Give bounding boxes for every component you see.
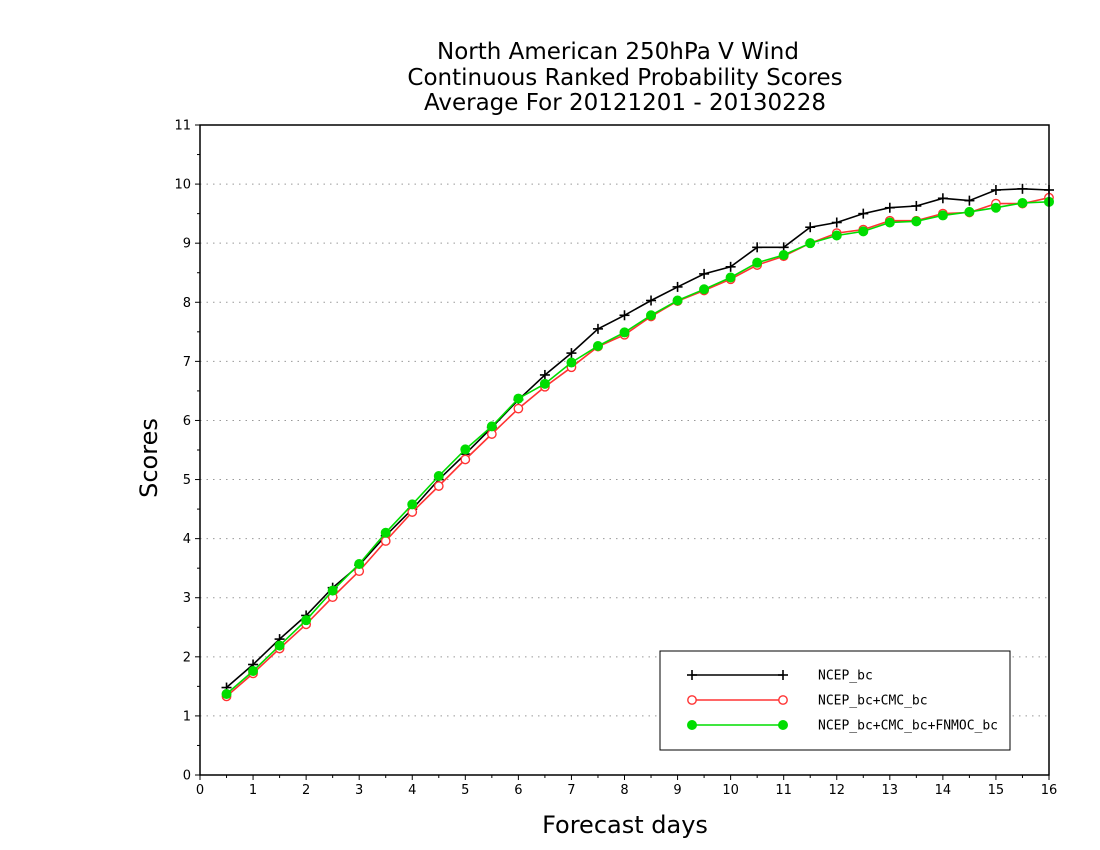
- y-tick-label: 6: [183, 414, 191, 429]
- x-tick-label: 16: [1041, 783, 1058, 798]
- chart-title-line-1: North American 250hPa V Wind: [437, 39, 799, 65]
- series-point: [884, 217, 895, 228]
- series-point: [619, 327, 630, 338]
- x-tick-label: 14: [935, 783, 952, 798]
- legend-label: NCEP_bc+CMC_bc: [818, 694, 928, 709]
- series-1: [221, 183, 1054, 693]
- series-point: [407, 499, 418, 510]
- series-point: [513, 393, 524, 404]
- series-point: [831, 230, 842, 241]
- x-tick-label: 6: [514, 783, 522, 798]
- y-tick-label: 0: [183, 769, 191, 784]
- y-tick-label: 9: [183, 237, 191, 252]
- y-tick-label: 10: [174, 178, 191, 193]
- series-point: [566, 357, 577, 368]
- x-tick-label: 1: [249, 783, 257, 798]
- series-point: [672, 295, 683, 306]
- series-point: [433, 481, 444, 491]
- legend-marker: [687, 695, 697, 705]
- x-tick-label: 15: [988, 783, 1005, 798]
- series-line: [225, 201, 1050, 695]
- series-point: [274, 640, 285, 651]
- x-tick-label: 9: [673, 783, 681, 798]
- series-point: [301, 615, 312, 626]
- legend-marker: [687, 720, 697, 730]
- x-tick-label: 3: [355, 783, 363, 798]
- x-tick-label: 13: [882, 783, 899, 798]
- y-tick-label: 8: [183, 296, 191, 311]
- grid-lines: [200, 183, 1049, 717]
- series-line: [225, 187, 1050, 689]
- legend-marker: [778, 720, 788, 730]
- series-point: [858, 226, 869, 237]
- y-tick-label: 3: [183, 591, 191, 606]
- y-tick-label: 5: [183, 473, 191, 488]
- x-tick-label: 2: [302, 783, 310, 798]
- series-point: [805, 238, 816, 249]
- series-point: [778, 250, 789, 260]
- series-point: [513, 403, 524, 414]
- legend-marker: [778, 695, 788, 705]
- legend-entry: NCEP_bc: [687, 669, 873, 684]
- legend-entry: NCEP_bc+CMC_bc+FNMOC_bc: [687, 719, 998, 734]
- legend-label: NCEP_bc: [818, 669, 873, 684]
- y-tick-label: 2: [183, 650, 191, 665]
- y-tick-label: 11: [174, 119, 191, 134]
- y-tick-label: 1: [183, 709, 191, 724]
- x-axis-title: Forecast days: [542, 811, 708, 839]
- series-point: [486, 421, 497, 432]
- series-point: [592, 341, 603, 351]
- series-point: [539, 378, 550, 389]
- series-point: [460, 444, 471, 455]
- series-point: [725, 272, 736, 283]
- x-tick-label: 4: [408, 783, 416, 798]
- series-line: [225, 196, 1050, 698]
- legend-entry: NCEP_bc+CMC_bc: [687, 694, 928, 709]
- series-point: [911, 216, 922, 227]
- y-tick-label: 4: [183, 532, 191, 547]
- x-tick-label: 5: [461, 783, 469, 798]
- series-point: [248, 666, 259, 676]
- x-tick-label: 7: [567, 783, 575, 798]
- y-axis-title: Scores: [135, 418, 163, 498]
- series-point: [699, 284, 710, 295]
- x-tick-label: 10: [722, 783, 739, 798]
- chart-title-line-2: Continuous Ranked Probability Scores: [407, 65, 842, 91]
- y-tick-label: 7: [183, 355, 191, 370]
- series-point: [460, 454, 471, 465]
- series-2: [221, 192, 1054, 702]
- series-point: [752, 257, 763, 268]
- x-tick-label: 12: [828, 783, 845, 798]
- series-point: [433, 471, 444, 481]
- series-point: [990, 202, 1001, 213]
- series-point: [1017, 198, 1028, 208]
- chart-title-line-3: Average For 20121201 - 20130228: [424, 90, 826, 116]
- series-point: [380, 527, 391, 538]
- series-3: [221, 196, 1054, 700]
- series-point: [964, 206, 975, 217]
- x-tick-label: 11: [775, 783, 792, 798]
- series-point: [646, 310, 657, 321]
- series-point: [937, 210, 948, 221]
- x-tick-label: 8: [620, 783, 628, 798]
- series-point: [221, 689, 232, 700]
- series-layer: [221, 183, 1054, 702]
- legend: NCEP_bc NCEP_bc+CMC_bc NCEP_bc+CMC_bc+FNMO…: [659, 650, 1011, 751]
- x-tick-label: 0: [196, 783, 204, 798]
- series-point: [327, 585, 338, 596]
- legend-label: NCEP_bc+CMC_bc+FNMOC_bc: [818, 719, 998, 734]
- series-point: [380, 536, 391, 546]
- series-point: [354, 559, 365, 570]
